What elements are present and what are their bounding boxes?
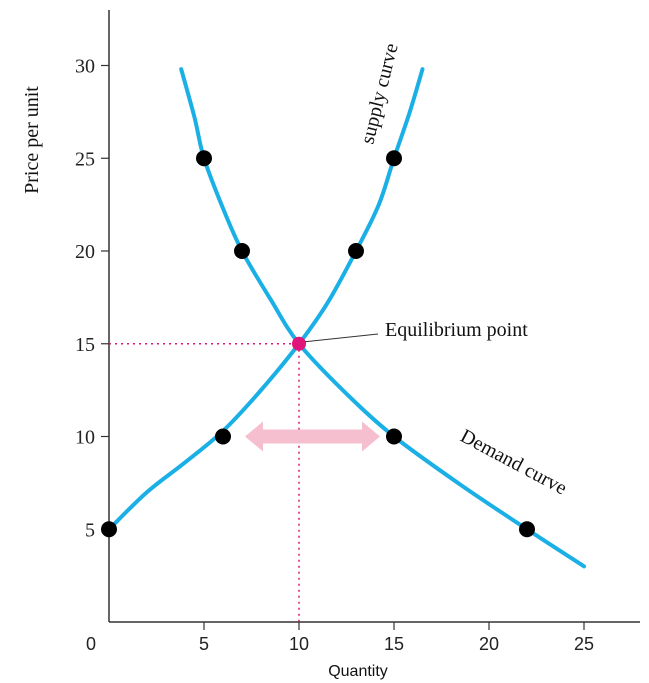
x-axis-title: Quantity	[328, 663, 388, 680]
supply-curve-point-15-25	[386, 150, 402, 167]
demand-curve-label: Demand curve	[457, 425, 571, 499]
x-tick-label-5: 5	[199, 634, 209, 654]
double-arrow	[245, 421, 380, 452]
y-tick-label-15: 15	[75, 334, 95, 356]
x-tick-label-20: 20	[479, 634, 499, 654]
axes	[108, 10, 640, 623]
y-ticks: 5 10 15 20 25 30	[75, 56, 109, 541]
x-tick-label-25: 25	[574, 634, 594, 654]
supply-curve-point-0-5	[101, 521, 117, 538]
equilibrium-label: Equilibrium point	[385, 319, 528, 341]
demand-curve-point-5-25	[196, 150, 212, 167]
equilibrium-guides	[109, 343, 300, 622]
supply-curve-point-6-10	[215, 428, 231, 445]
y-tick-label-30: 30	[75, 56, 95, 78]
demand-curve-line	[179, 67, 586, 569]
y-axis-title: Price per unit	[21, 86, 43, 194]
demand-curve-point-22-5	[519, 521, 535, 538]
y-tick-label-25: 25	[75, 148, 95, 170]
equilibrium-point-marker	[292, 336, 306, 351]
x-tick-label-15: 15	[384, 634, 404, 654]
demand-curve-point-15-10	[386, 428, 402, 445]
x-ticks: 0 5 10 15 20 25	[86, 622, 594, 654]
y-tick-label-10: 10	[75, 427, 95, 449]
y-tick-label-20: 20	[75, 241, 95, 263]
curves	[107, 67, 586, 569]
x-tick-label-0: 0	[86, 634, 96, 654]
shortage-double-arrow	[245, 421, 380, 452]
supply-curve-label: supply curve	[357, 41, 403, 146]
demand-curve-point-7-20	[234, 243, 250, 259]
data-points	[101, 150, 535, 538]
supply-curve-point-13-20	[348, 243, 364, 259]
x-tick-label-10: 10	[289, 634, 309, 654]
y-tick-label-5: 5	[85, 519, 95, 541]
equilibrium-leader-line	[304, 333, 379, 343]
